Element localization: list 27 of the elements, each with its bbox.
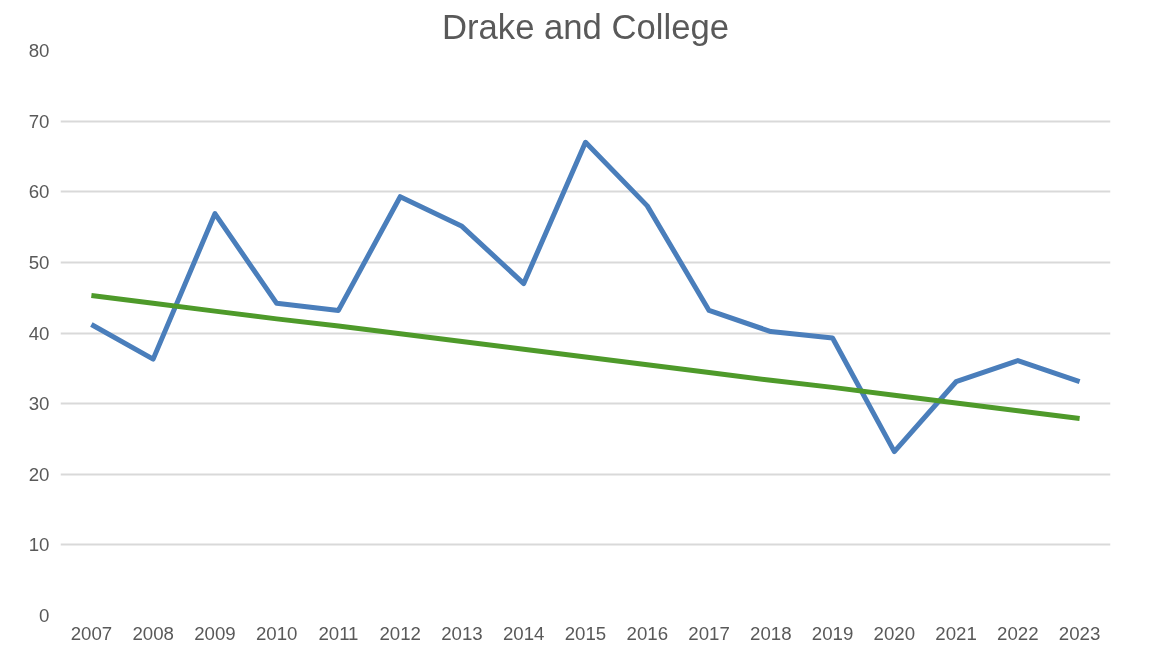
y-tick-label: 70 bbox=[28, 110, 50, 132]
x-tick-label: 2022 bbox=[997, 622, 1039, 644]
x-tick-label: 2019 bbox=[811, 622, 854, 644]
x-tick-label: 2015 bbox=[564, 622, 607, 644]
y-tick-label: 50 bbox=[28, 251, 50, 273]
x-tick-label: 2021 bbox=[935, 622, 977, 644]
y-tick-label: 30 bbox=[28, 393, 50, 415]
y-tick-label: 20 bbox=[28, 463, 50, 485]
x-tick-label: 2012 bbox=[379, 622, 421, 644]
x-tick-label: 2020 bbox=[873, 622, 916, 644]
x-tick-label: 2016 bbox=[626, 622, 669, 644]
y-tick-label: 80 bbox=[28, 40, 50, 61]
x-tick-label: 2008 bbox=[132, 622, 174, 644]
x-tick-label: 2017 bbox=[688, 622, 730, 644]
chart-title: Drake and College bbox=[441, 7, 730, 46]
y-tick-label: 10 bbox=[28, 534, 50, 556]
x-tick-label: 2013 bbox=[441, 622, 483, 644]
x-tick-label: 2023 bbox=[1058, 622, 1101, 644]
x-tick-label: 2018 bbox=[750, 622, 792, 644]
y-tick-label: 60 bbox=[28, 181, 50, 203]
x-tick-label: 2011 bbox=[318, 622, 359, 644]
x-tick-label: 2010 bbox=[255, 622, 298, 644]
x-tick-label: 2007 bbox=[70, 622, 113, 644]
x-tick-label: 2014 bbox=[502, 622, 545, 644]
x-tick-label: 2009 bbox=[194, 622, 236, 644]
y-tick-label: 40 bbox=[28, 322, 50, 344]
y-tick-label: 0 bbox=[39, 605, 50, 626]
